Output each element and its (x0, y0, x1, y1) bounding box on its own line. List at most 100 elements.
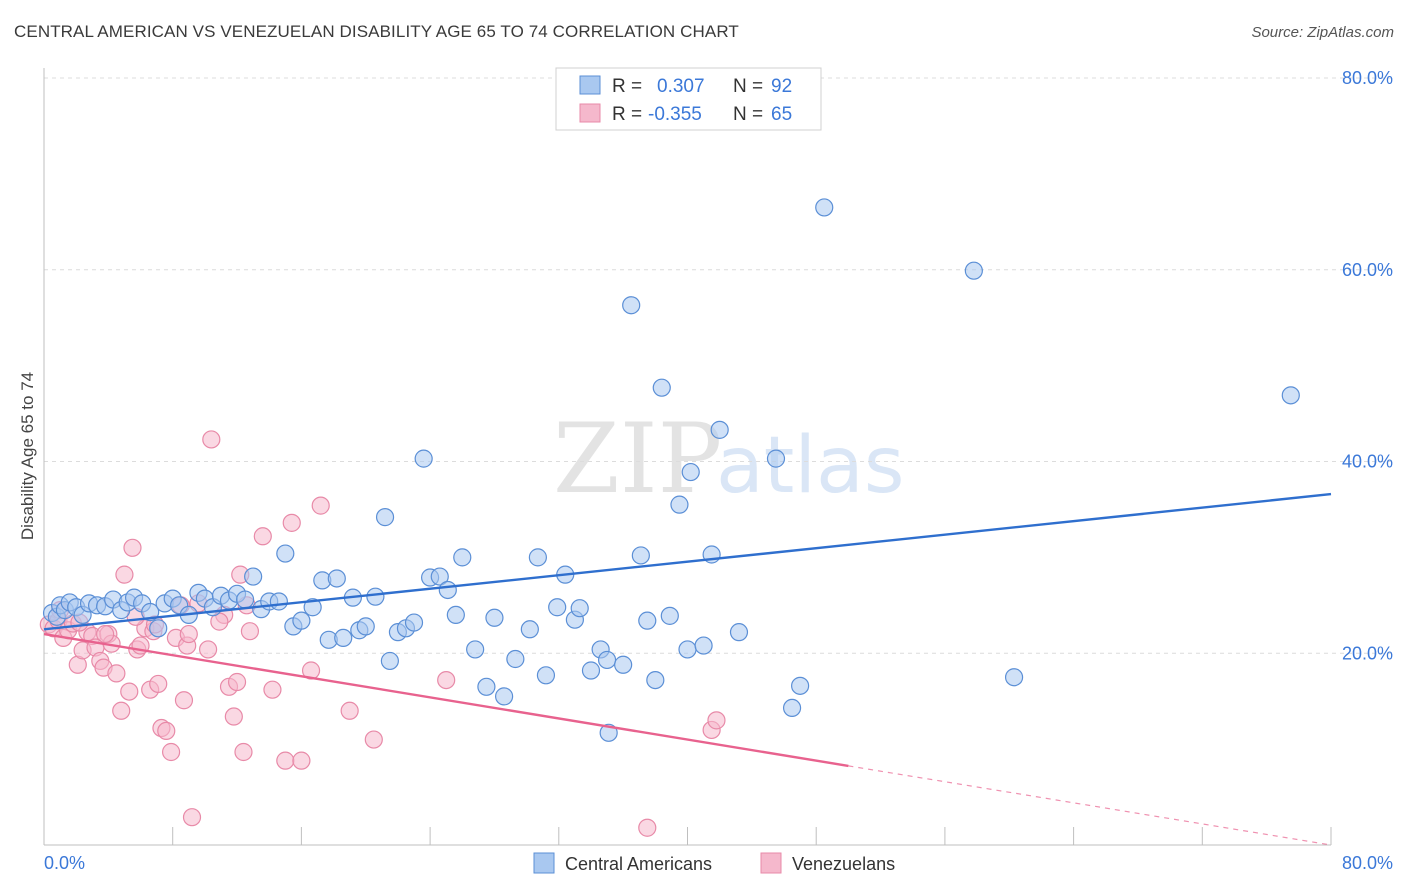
central-americans-point-42 (356, 617, 375, 636)
venezuelans-point-28 (161, 742, 181, 762)
central-americans-point-59 (506, 649, 525, 669)
y-tick-label-3: 80.0% (1342, 68, 1393, 88)
venezuelans-point-16 (112, 701, 131, 720)
central-americans-point-83 (710, 420, 729, 439)
legend-row1-r-label: R = (612, 76, 642, 97)
central-americans-point-49 (414, 449, 433, 468)
venezuelans-point-51 (311, 496, 330, 515)
central-americans-point-52 (438, 580, 457, 600)
central-americans-point-88 (815, 198, 834, 217)
central-americans-point-77 (660, 606, 679, 625)
venezuelans-point-40 (227, 672, 247, 692)
central-americans-trendline (43, 492, 1332, 631)
central-americans-point-79 (678, 640, 697, 659)
central-americans-point-27 (235, 590, 255, 609)
watermark: ZIP atlas (553, 403, 905, 515)
central-americans-point-85 (766, 449, 786, 468)
venezuelans-point-25 (149, 674, 168, 694)
central-americans-point-76 (652, 378, 671, 397)
venezuelans-point-63 (179, 624, 198, 644)
venezuelans-point-19 (123, 538, 142, 557)
chart-title: CENTRAL AMERICAN VS VENEZUELAN DISABILIT… (14, 22, 739, 41)
venezuelans-point-39 (224, 707, 243, 726)
x-tick-label-0: 0.0% (44, 853, 85, 873)
venezuelans-point-55 (638, 818, 657, 837)
venezuelans-point-53 (364, 730, 383, 749)
central-americans-point-80 (681, 462, 700, 482)
central-americans-point-60 (520, 620, 539, 639)
central-americans-point-72 (622, 296, 641, 315)
venezuelans-point-47 (276, 751, 295, 770)
central-americans-point-54 (453, 548, 472, 567)
legend-blue-swatch (579, 75, 601, 95)
central-americans-point-66 (570, 599, 589, 618)
central-americans-point-69 (597, 650, 617, 670)
legend-row1-r-value: 0.307 (657, 76, 705, 97)
bottom-legend-central-americans: Central Americans (565, 854, 712, 874)
x-tick-label-1: 80.0% (1342, 853, 1393, 873)
central-americans-point-90 (1004, 668, 1024, 687)
venezuelans-point-60 (96, 624, 115, 644)
central-americans-point-56 (477, 677, 496, 696)
y-axis-label: Disability Age 65 to 74 (18, 372, 37, 540)
central-americans-point-38 (327, 569, 346, 588)
central-americans-point-91 (1281, 386, 1300, 405)
venezuelans-point-52 (340, 701, 359, 720)
bottom-legend-blue-swatch (533, 852, 555, 874)
venezuelans-point-44 (240, 622, 260, 641)
central-americans-point-58 (495, 687, 514, 706)
central-americans-point-75 (646, 670, 665, 690)
venezuelans-point-18 (120, 682, 139, 701)
central-americans-point-43 (366, 587, 385, 606)
venezuelans-point-49 (292, 751, 311, 770)
venezuelans-point-27 (157, 721, 176, 741)
y-tick-labels: 20.0% 40.0% 60.0% 80.0% (1342, 68, 1393, 663)
central-americans-point-15 (141, 602, 160, 622)
central-americans-point-48 (404, 613, 424, 632)
legend-pink-swatch (579, 103, 601, 123)
venezuelans-point-57 (707, 711, 726, 730)
venezuelans-trendline (43, 632, 849, 768)
venezuelans-point-46 (263, 680, 282, 699)
bottom-legend-pink-swatch (760, 852, 782, 874)
central-americans-point-44 (375, 508, 395, 527)
venezuelans-point-42 (234, 742, 253, 762)
central-americans-point-51 (430, 567, 449, 586)
grid (44, 77, 1392, 654)
central-americans-point-32 (276, 544, 295, 563)
venezuelans-point-54 (437, 670, 456, 690)
central-americans-point-81 (694, 636, 713, 655)
central-americans-point-63 (548, 598, 567, 617)
legend-row2-r-value: -0.355 (648, 104, 702, 125)
legend-row2-n-label: N = (733, 104, 763, 125)
axes (43, 68, 1332, 846)
central-americans-point-31 (269, 592, 288, 611)
central-americans-point-62 (536, 666, 556, 685)
central-americans-point-45 (380, 651, 399, 671)
central-americans-point-73 (631, 546, 650, 565)
central-americans-point-35 (303, 598, 322, 617)
venezuelans-point-17 (115, 565, 134, 584)
watermark-zip: ZIP (553, 403, 722, 515)
central-americans-point-16 (149, 619, 168, 638)
x-tick-labels: 0.0% 80.0% (44, 853, 1393, 873)
venezuelans-point-33 (182, 808, 202, 827)
central-americans-point-39 (334, 628, 353, 648)
y-tick-label-0: 20.0% (1342, 643, 1393, 663)
venezuelans-trendline-extension (848, 765, 1332, 846)
central-americans-point-86 (782, 698, 802, 717)
central-americans-point-34 (292, 611, 311, 630)
central-americans-point-71 (614, 655, 633, 674)
central-americans-point-61 (528, 548, 547, 567)
bottom-legend-venezuelans: Venezuelans (792, 854, 895, 874)
y-tick-label-1: 40.0% (1342, 452, 1393, 472)
venezuelans-point-35 (198, 640, 218, 659)
central-americans-point-74 (638, 611, 657, 630)
central-americans-point-87 (791, 676, 810, 695)
central-americans-point-53 (446, 605, 465, 625)
source-label: Source: ZipAtlas.com (1251, 24, 1394, 41)
venezuelans-point-36 (202, 430, 221, 449)
central-americans-point-70 (599, 723, 618, 742)
venezuelans-point-31 (174, 691, 194, 710)
central-americans-point-67 (581, 661, 601, 680)
